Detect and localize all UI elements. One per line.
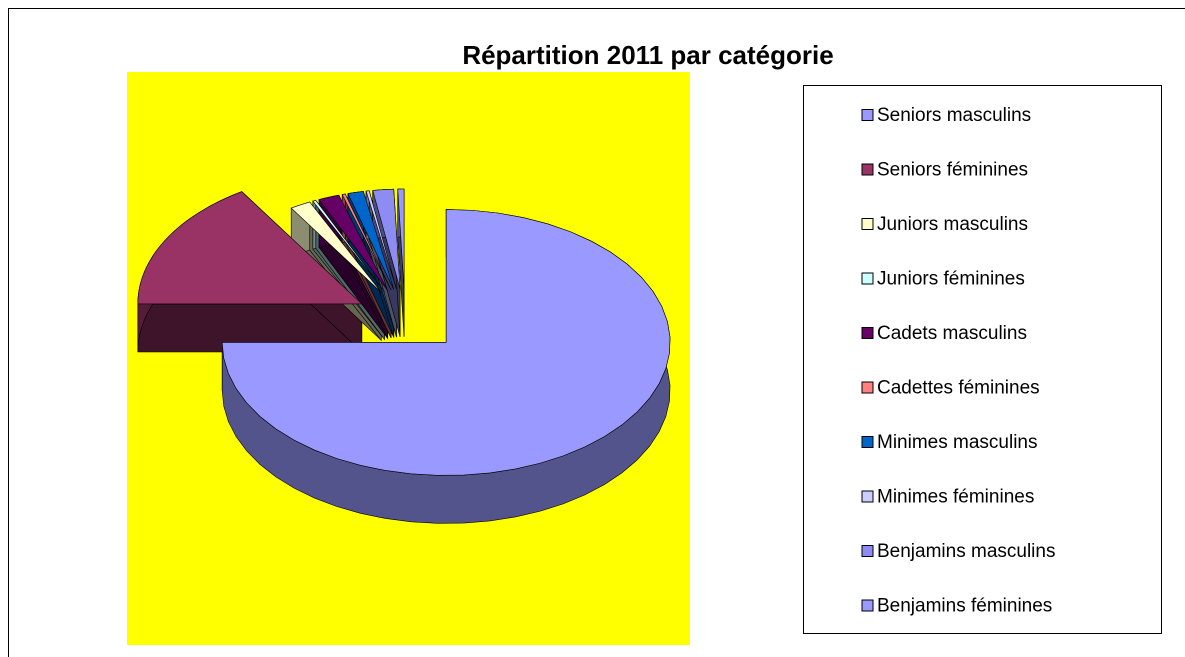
legend-swatch [861, 490, 874, 503]
pie-tops [137, 188, 671, 476]
pie-slice [397, 188, 405, 289]
legend-swatch [861, 327, 874, 339]
legend-swatch [861, 272, 874, 285]
legend-swatch [861, 599, 874, 612]
pie-slice [137, 191, 363, 305]
pie-slice [341, 193, 392, 291]
legend-swatch [861, 381, 874, 394]
pie-slice [221, 209, 671, 476]
pie-slice [372, 188, 401, 289]
pie-slice [365, 190, 397, 290]
legend-label: Minimes féminines [877, 487, 1034, 508]
chart-title: Répartition 2011 par catégorie [462, 40, 833, 70]
legend-label: Benjamins féminines [877, 596, 1052, 617]
legend-label: Seniors masculins [877, 105, 1031, 126]
legend-swatch [861, 545, 874, 557]
legend-swatch [861, 163, 874, 176]
legend [803, 85, 1162, 634]
legend-swatch [861, 436, 874, 448]
legend-label: Cadettes féminines [877, 378, 1040, 399]
pie-slice [290, 201, 382, 293]
pie-slice [347, 191, 395, 290]
legend-swatch [861, 218, 874, 230]
pie-slice [312, 200, 385, 292]
legend-label: Benjamins masculins [877, 541, 1055, 562]
legend-label: Juniors féminines [877, 269, 1025, 290]
legend-label: Minimes masculins [877, 432, 1037, 453]
legend-swatch [861, 109, 874, 121]
legend-label: Juniors masculins [877, 214, 1028, 235]
legend-label: Seniors féminines [877, 160, 1028, 181]
pie-slice [318, 194, 388, 291]
legend-label: Cadets masculins [877, 323, 1027, 344]
